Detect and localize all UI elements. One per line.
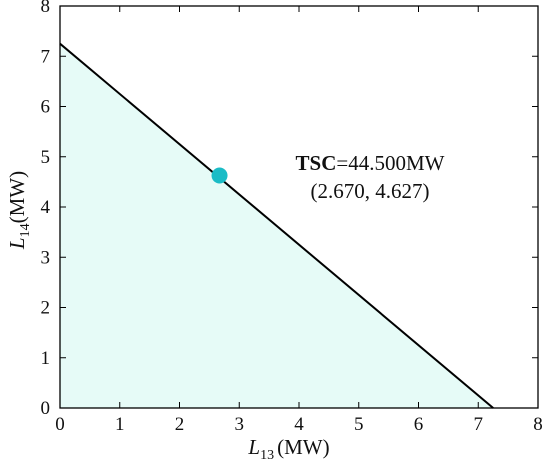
y-tick-label: 2 <box>41 298 51 319</box>
y-tick-label: 6 <box>41 97 51 118</box>
x-tick-label: 8 <box>533 414 543 435</box>
operating-point <box>211 167 228 184</box>
axes: 0 1 2 3 4 5 6 7 8 0 1 2 3 4 5 6 7 8 <box>41 0 543 435</box>
y-tick-label: 1 <box>41 348 51 369</box>
boundary-line <box>59 42 494 409</box>
x-tick-label: 3 <box>235 414 245 435</box>
annotation-tsc: TSC=44.500MW <box>296 151 445 175</box>
x-tick-label: 0 <box>55 414 65 435</box>
y-tick-label: 7 <box>41 46 51 67</box>
y-axis-label: L14(MW) <box>5 171 33 250</box>
plot-area <box>59 42 494 409</box>
y-tick-label: 4 <box>41 197 51 218</box>
annotation-coords: (2.670, 4.627) <box>311 179 430 203</box>
y-tick-label: 8 <box>41 0 51 17</box>
x-tick-label: 1 <box>115 414 125 435</box>
x-tick-label: 4 <box>294 414 304 435</box>
x-tick-label: 6 <box>414 414 424 435</box>
x-tick-label: 2 <box>175 414 185 435</box>
x-axis-label: L13 (MW) <box>247 435 329 463</box>
y-tick-label: 3 <box>41 247 51 268</box>
x-tick-label: 5 <box>354 414 364 435</box>
y-tick-label: 5 <box>41 147 51 168</box>
y-tick-label: 0 <box>41 398 51 419</box>
x-tick-label: 7 <box>474 414 484 435</box>
